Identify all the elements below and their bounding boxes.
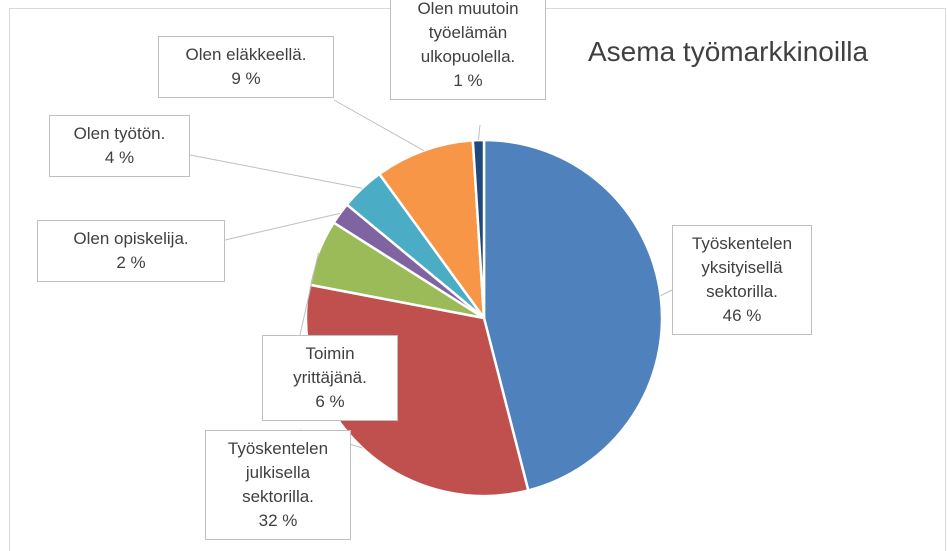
- value-label: 1 %: [453, 71, 483, 90]
- chart-title: Asema työmarkkinoilla: [588, 36, 869, 67]
- leader-line: [333, 99, 424, 151]
- leader-line: [224, 212, 341, 241]
- data-label: Olen eläkkeellä. 9 %: [158, 36, 334, 98]
- category-label: Työskentelen yksityisellä sektorilla.: [691, 234, 793, 301]
- data-label: Olen muutoin työelämän ulkopuolella. 1 %: [390, 0, 546, 100]
- data-label: Toimin yrittäjänä. 6 %: [262, 335, 398, 421]
- category-label: Olen eläkkeellä.: [185, 45, 307, 64]
- leader-line: [660, 289, 673, 297]
- value-label: 46 %: [722, 306, 762, 325]
- value-label: 2 %: [116, 253, 146, 272]
- leader-line: [299, 252, 319, 336]
- category-label: Olen muutoin työelämän ulkopuolella.: [417, 0, 519, 66]
- data-label: Olen opiskelija. 2 %: [37, 220, 225, 282]
- value-label: 9 %: [231, 69, 261, 88]
- category-label: Olen työtön.: [73, 124, 166, 143]
- value-label: 4 %: [104, 148, 135, 167]
- data-label: Työskentelen yksityisellä sektorilla. 46 …: [672, 225, 812, 335]
- category-label: Olen opiskelija.: [73, 229, 189, 248]
- category-label: Toimin yrittäjänä.: [293, 344, 367, 387]
- leader-line: [477, 124, 481, 141]
- leader-line: [189, 154, 363, 189]
- value-label: 32 %: [258, 511, 298, 530]
- data-label: Työskentelen julkisella sektorilla. 32 %: [205, 430, 351, 540]
- category-label: Työskentelen julkisella sektorilla.: [227, 439, 329, 506]
- value-label: 6 %: [315, 392, 345, 411]
- pie-slice: [482, 138, 664, 492]
- data-label: Olen työtön. 4 %: [49, 115, 190, 177]
